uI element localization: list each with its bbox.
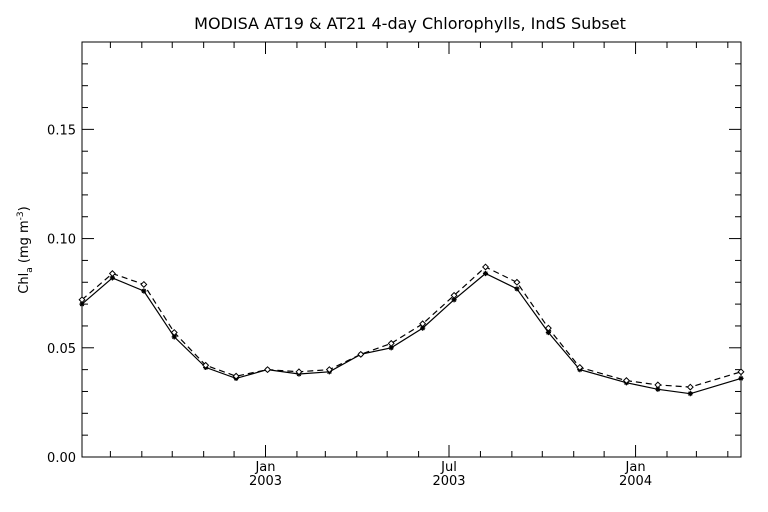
data-point — [482, 263, 490, 271]
data-point — [544, 324, 552, 332]
data-point — [686, 383, 694, 391]
data-point — [419, 320, 427, 328]
data-point — [264, 366, 272, 374]
y-axis-label-superscript: -3 — [16, 211, 26, 220]
data-point — [576, 363, 584, 371]
data-point — [295, 368, 303, 376]
x-tick-label-year: 2003 — [249, 474, 282, 489]
data-point — [655, 386, 661, 392]
data-point — [78, 296, 86, 304]
y-tick-label: 0.05 — [47, 342, 76, 357]
data-point — [451, 297, 457, 303]
x-tick-label-month: Jan — [625, 460, 646, 475]
data-point — [513, 278, 521, 286]
data-point — [171, 334, 177, 340]
x-tick-label-month: Jul — [440, 460, 457, 475]
data-point — [141, 288, 147, 294]
x-tick-label-year: 2004 — [619, 474, 652, 489]
data-point — [482, 270, 489, 277]
y-tick-label: 0.15 — [47, 123, 76, 138]
data-point — [325, 366, 333, 374]
data-point — [109, 275, 116, 281]
data-point — [108, 270, 116, 278]
data-point — [232, 372, 240, 380]
data-point — [357, 350, 365, 358]
y-axis-label-base: Chl — [17, 273, 32, 294]
x-tick-label-month: Jan — [254, 460, 275, 475]
data-point — [170, 328, 178, 337]
svg-text:Chla (mg m-3): Chla (mg m-3) — [16, 206, 35, 293]
x-tick-label-year: 2003 — [432, 474, 465, 489]
data-point — [79, 301, 85, 307]
data-point — [202, 361, 210, 369]
series-1 — [79, 270, 744, 397]
data-point — [420, 325, 426, 331]
y-axis-label-units-close: ) — [17, 206, 32, 211]
series-2 — [78, 263, 745, 391]
data-point — [140, 280, 148, 288]
y-axis-label: Chla (mg m-3) — [16, 206, 35, 293]
chart-title: MODISA AT19 & AT21 4-day Chlorophylls, I… — [194, 14, 626, 33]
y-axis-label-subscript: a — [25, 267, 35, 273]
data-point — [687, 391, 693, 397]
data-point — [450, 291, 458, 299]
data-point — [654, 381, 662, 389]
data-point — [388, 345, 394, 351]
data-point — [387, 339, 395, 347]
data-point — [622, 377, 630, 385]
data-point — [514, 286, 520, 292]
y-axis-label-units-open: (mg m — [17, 220, 32, 267]
plot-frame — [81, 41, 742, 458]
data-point — [737, 368, 745, 376]
axis-ticks — [82, 41, 741, 458]
y-tick-label: 0.00 — [47, 451, 76, 466]
data-point — [545, 329, 551, 336]
series-layer — [78, 263, 745, 397]
series-1-line — [81, 272, 742, 395]
series-2-line — [81, 266, 742, 388]
y-tick-label: 0.10 — [47, 233, 76, 248]
data-point — [738, 375, 744, 381]
